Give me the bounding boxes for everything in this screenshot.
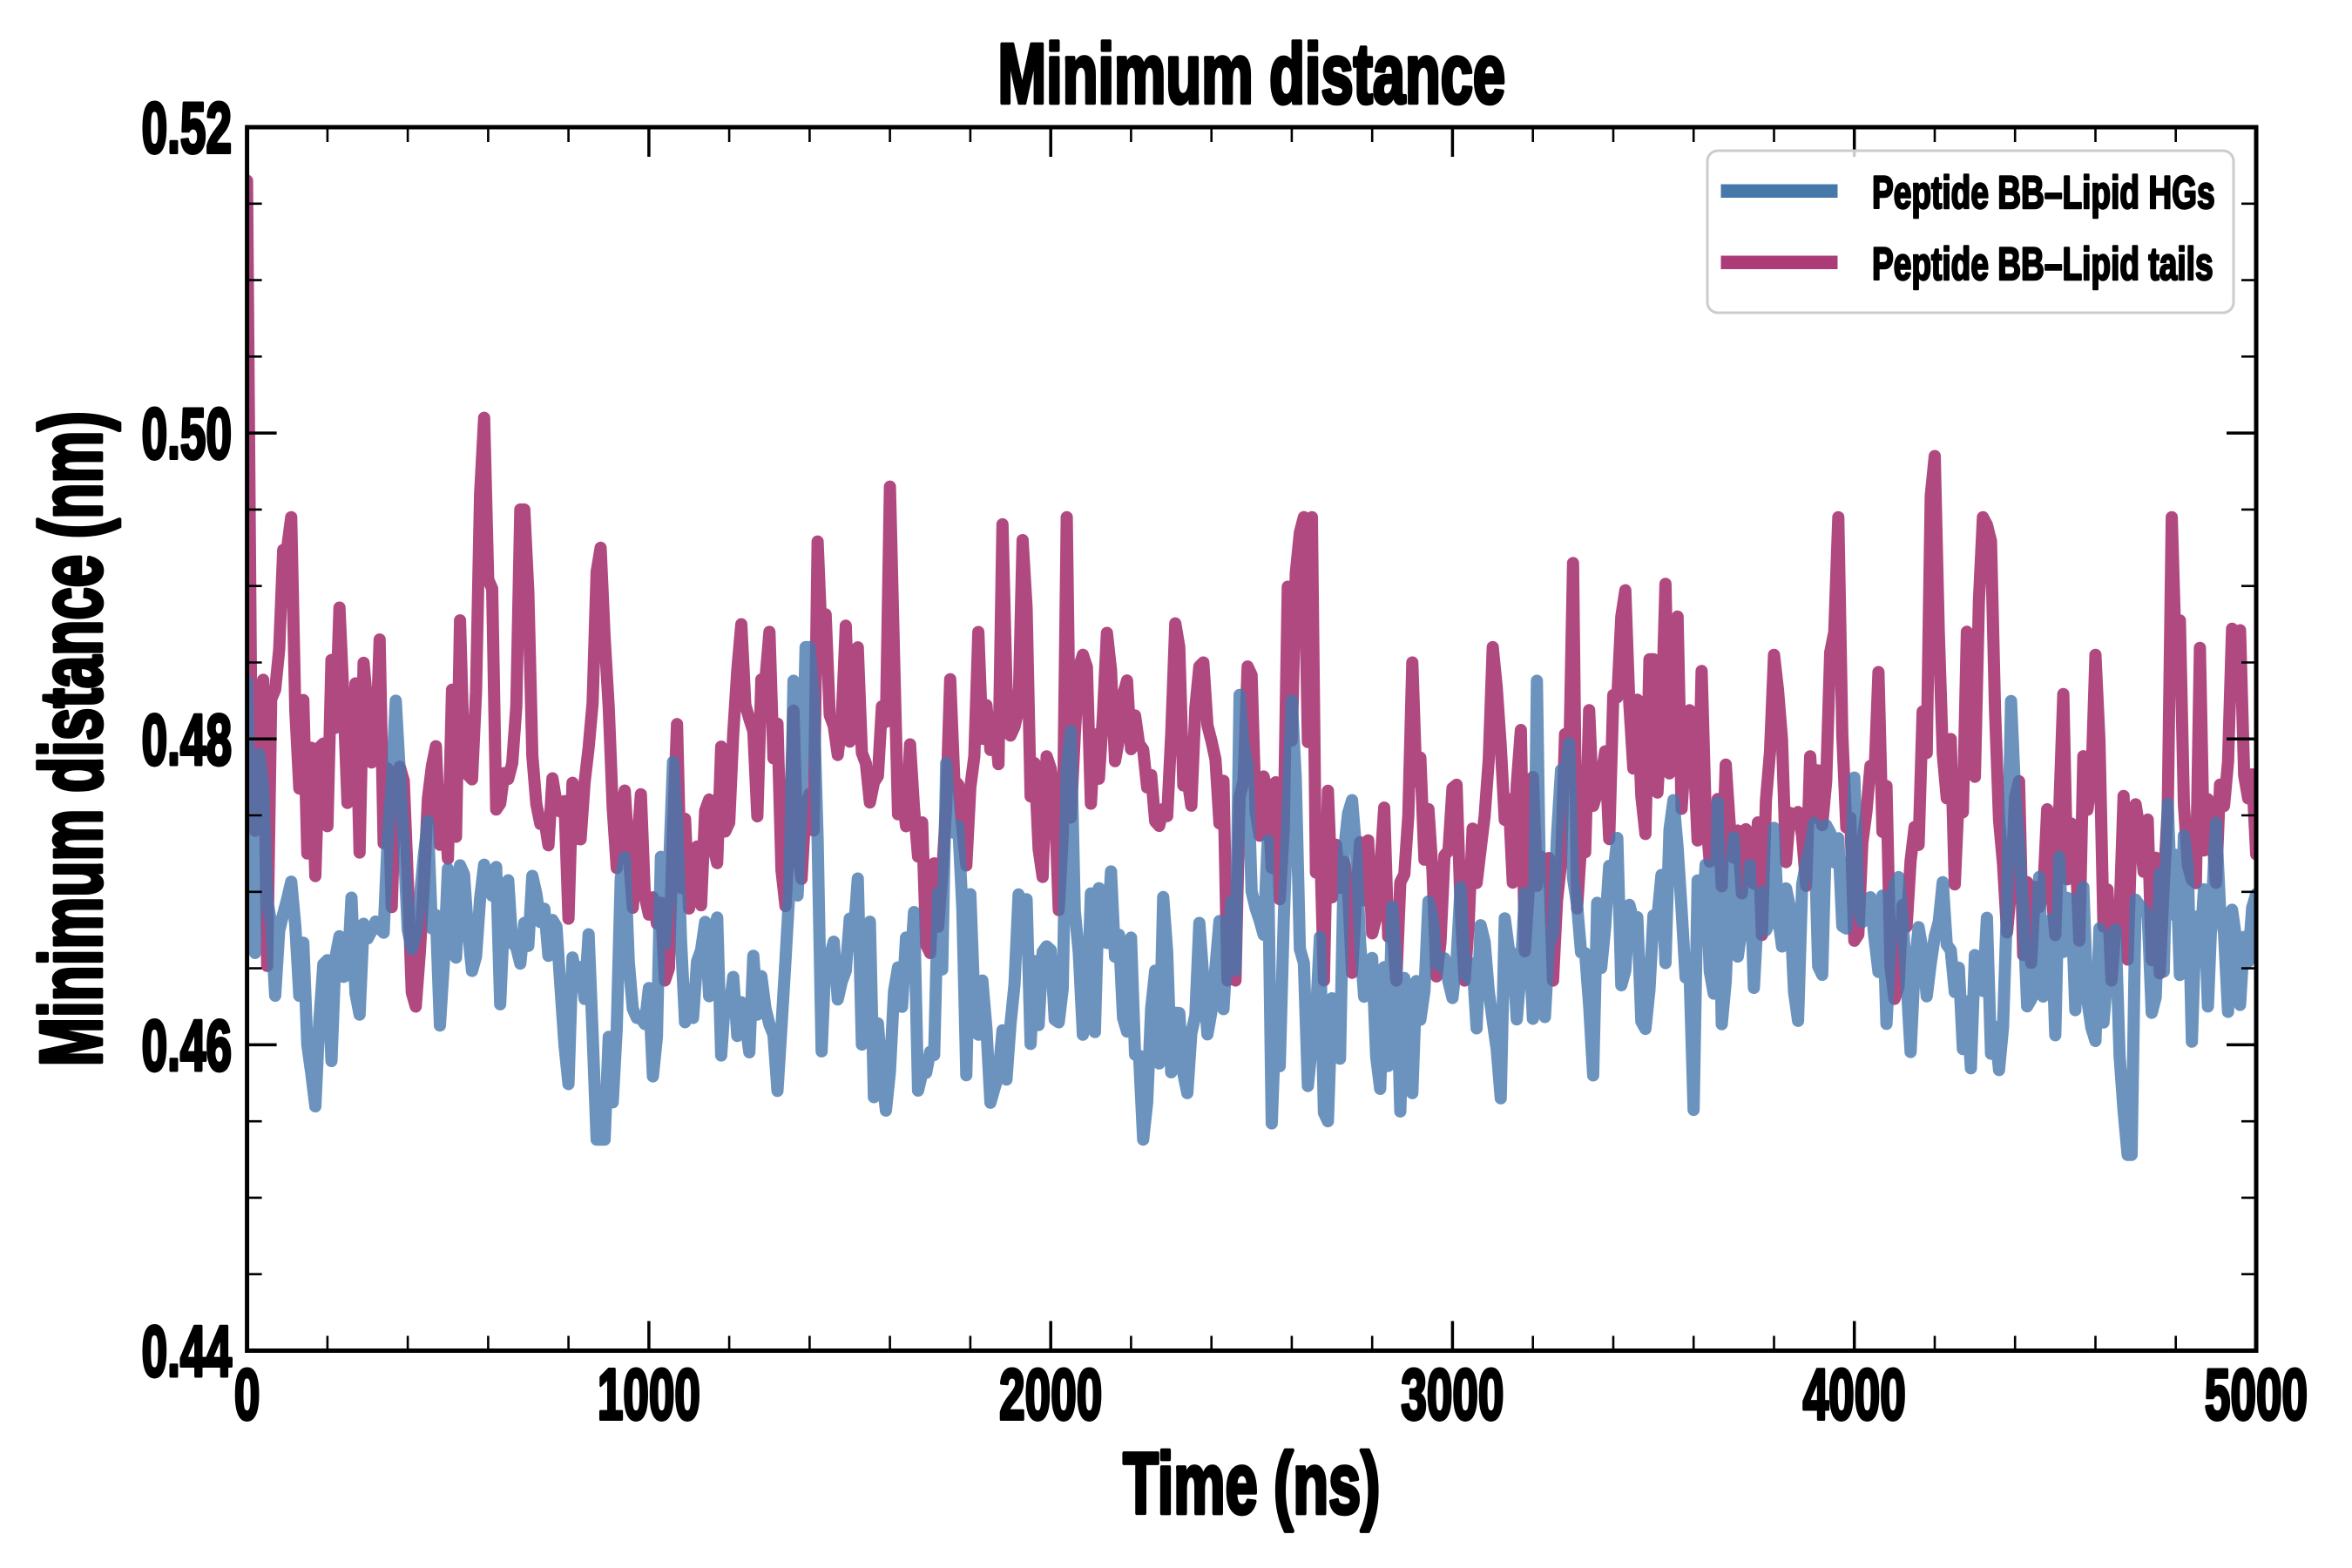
svg-text:0: 0	[234, 1354, 260, 1435]
svg-text:Peptide BB–Lipid tails: Peptide BB–Lipid tails	[1872, 238, 2213, 289]
svg-text:Minimum distance: Minimum distance	[998, 25, 1506, 121]
svg-text:2000: 2000	[999, 1354, 1102, 1435]
svg-text:0.50: 0.50	[142, 393, 232, 474]
svg-text:5000: 5000	[2205, 1354, 2308, 1435]
svg-text:Minimum distance (nm): Minimum distance (nm)	[24, 411, 121, 1066]
svg-text:4000: 4000	[1803, 1354, 1906, 1435]
svg-text:Time (ns): Time (ns)	[1123, 1435, 1380, 1532]
svg-text:0.46: 0.46	[142, 1004, 232, 1085]
svg-text:0.52: 0.52	[142, 87, 232, 168]
svg-text:3000: 3000	[1401, 1354, 1504, 1435]
svg-text:0.44: 0.44	[142, 1310, 233, 1391]
svg-text:Peptide BB–Lipid HGs: Peptide BB–Lipid HGs	[1872, 166, 2215, 218]
svg-text:1000: 1000	[598, 1354, 700, 1435]
svg-text:0.48: 0.48	[142, 699, 232, 780]
